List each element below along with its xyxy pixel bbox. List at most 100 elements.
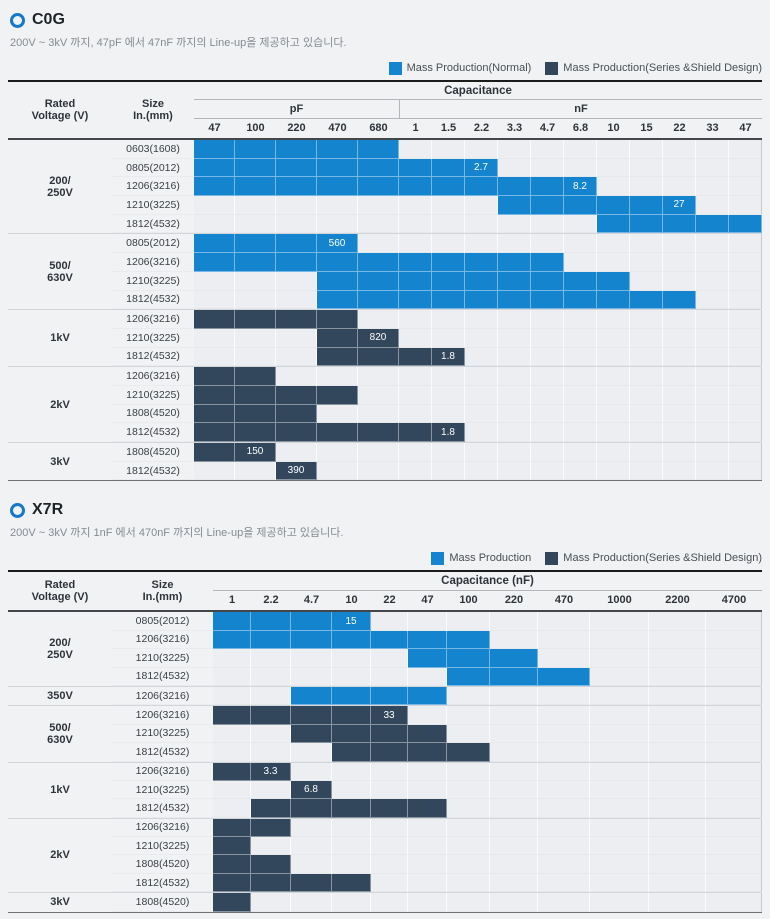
cap-cell (317, 404, 358, 424)
cap-cell (663, 158, 696, 178)
cap-cell (649, 893, 706, 912)
cap-cell (251, 667, 291, 686)
cap-cell (531, 214, 564, 234)
cap-bar-cell (371, 799, 408, 818)
table-row: 1812(4532) (112, 290, 762, 310)
cap-cell (399, 328, 432, 348)
cap-cell (371, 780, 408, 800)
capacitance-title: Capacitance (nF) (213, 572, 762, 592)
cap-cell (432, 234, 465, 254)
cap-cell (276, 347, 317, 367)
cap-cell (630, 234, 663, 254)
cap-bar-cell (597, 290, 630, 310)
cap-cell (538, 818, 590, 838)
size-label: 1812(4532) (112, 291, 194, 310)
cap-cell (564, 328, 597, 348)
cap-bar-cell (371, 630, 408, 650)
cap-bar-cell (465, 253, 498, 272)
cap-cell (729, 196, 762, 215)
cap-cell (213, 724, 251, 744)
cap-bar-cell (213, 762, 251, 781)
cap-cell (251, 837, 291, 856)
cap-cell (399, 404, 432, 424)
size-label: 1210(3225) (112, 649, 213, 668)
cap-cell (706, 612, 762, 631)
cap-cell (194, 461, 235, 481)
table-row: 1206(3216) 8.2 (112, 177, 762, 197)
size-label: 1206(3216) (112, 687, 213, 706)
cap-cell (706, 762, 762, 781)
x7r-lineup-table: Rated Voltage (V) Size In.(mm) Capacitance… (8, 570, 762, 913)
cap-cell (706, 706, 762, 725)
size-label: 1210(3225) (112, 329, 194, 348)
cap-cell (432, 140, 465, 159)
cap-cell (696, 367, 729, 386)
cap-cell (371, 893, 408, 912)
table-row: 1210(3225) (112, 271, 762, 291)
cap-cell (490, 762, 538, 781)
cap-cell (696, 271, 729, 291)
cap-bar-cell (291, 706, 332, 725)
table-row: 1206(3216) (112, 310, 762, 329)
size-label: 1206(3216) (112, 367, 194, 386)
cap-bar-cell (564, 271, 597, 291)
cap-cell (564, 461, 597, 481)
cap-bar-cell: 390 (276, 461, 317, 481)
cap-cell (590, 743, 649, 762)
cap-cell (564, 404, 597, 424)
cap-bar-cell (531, 290, 564, 310)
cap-bar-cell (465, 290, 498, 310)
cap-cell (408, 780, 447, 800)
table-row: 1210(3225) (112, 385, 762, 405)
legend-swatch-navy-icon (545, 551, 559, 565)
cap-cell (590, 649, 649, 668)
cap-cell (251, 780, 291, 800)
cap-cell (649, 762, 706, 781)
cap-bar-cell (276, 423, 317, 442)
cap-cell (538, 686, 590, 706)
column-header-680: 680 (369, 122, 388, 134)
cap-bar-cell (213, 630, 251, 650)
table-row: 1206(3216) 33 (112, 706, 762, 725)
cap-cell (408, 893, 447, 912)
cap-cell (235, 290, 276, 310)
section-subtitle-c0g: 200V ~ 3kV 까지, 47pF 에서 47nF 까지의 Line-up을… (10, 37, 347, 49)
cap-bar-cell (498, 290, 531, 310)
cap-cell (498, 423, 531, 442)
cap-bar-cell (358, 271, 399, 291)
cap-bar-cell (597, 271, 630, 291)
cap-bar-cell (538, 667, 590, 686)
cap-cell (590, 780, 649, 800)
cap-bar-cell (332, 630, 371, 650)
table-row: 1210(3225) 6.8 (112, 780, 762, 800)
cap-cell (663, 177, 696, 197)
legend-swatch-navy-icon (545, 61, 559, 75)
cap-cell (358, 214, 399, 234)
cap-cell (630, 158, 663, 178)
cap-cell (498, 234, 531, 254)
cap-bar-cell (317, 271, 358, 291)
cap-bar-cell (317, 310, 358, 329)
cap-cell (663, 234, 696, 254)
cap-cell (597, 347, 630, 367)
cap-cell (564, 140, 597, 159)
voltage-group: 2kV 1206(3216) 1210(3225) 1808(4520) 1812(45… (8, 366, 762, 442)
cap-cell (465, 214, 498, 234)
cap-cell (663, 367, 696, 386)
cap-cell (729, 461, 762, 481)
cap-cell (332, 780, 371, 800)
cap-cell (235, 328, 276, 348)
size-label: 0603(1608) (112, 140, 194, 159)
cap-cell (498, 404, 531, 424)
cap-cell (447, 612, 490, 631)
column-header-22: 22 (673, 122, 686, 134)
cap-cell (399, 385, 432, 405)
cap-cell (729, 328, 762, 348)
cap-cell (490, 873, 538, 893)
cap-bar-cell (251, 612, 291, 631)
unit-label-nF: nF (399, 100, 762, 118)
cap-bar-cell (531, 253, 564, 272)
cap-cell (729, 290, 762, 310)
column-header-220: 220 (287, 122, 306, 134)
cap-cell (291, 818, 332, 838)
